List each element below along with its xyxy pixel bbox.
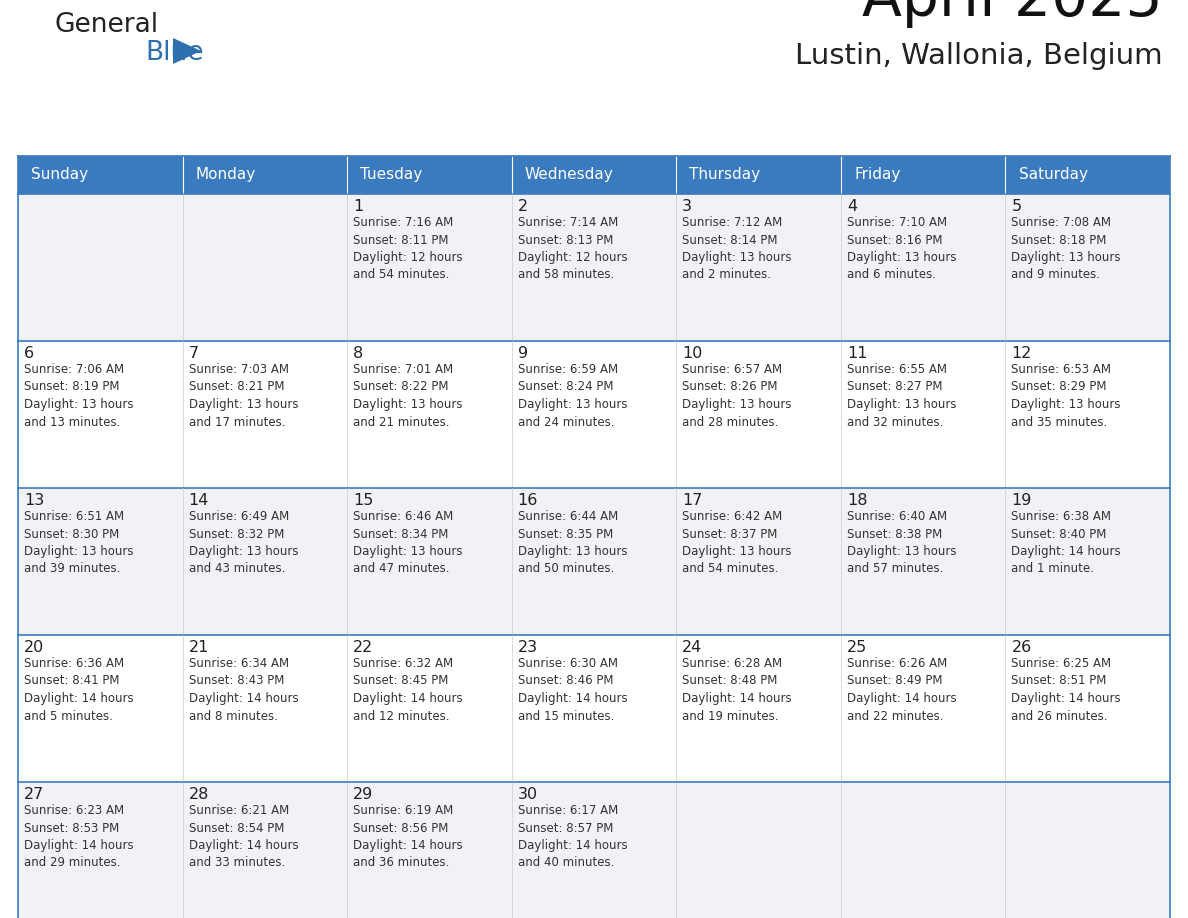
Text: 3: 3	[682, 199, 693, 214]
Text: General: General	[55, 12, 159, 38]
Text: 11: 11	[847, 346, 867, 361]
Text: 15: 15	[353, 493, 373, 508]
Text: 29: 29	[353, 787, 373, 802]
Bar	[841, 156, 1005, 194]
Text: Saturday: Saturday	[1018, 167, 1087, 183]
Text: Thursday: Thursday	[689, 167, 760, 183]
Text: 6: 6	[24, 346, 34, 361]
Text: 28: 28	[189, 787, 209, 802]
Text: Sunrise: 6:32 AM
Sunset: 8:45 PM
Daylight: 14 hours
and 12 minutes.: Sunrise: 6:32 AM Sunset: 8:45 PM Dayligh…	[353, 657, 463, 722]
Text: April 2025: April 2025	[862, 0, 1163, 28]
Text: Sunrise: 6:55 AM
Sunset: 8:27 PM
Daylight: 13 hours
and 32 minutes.: Sunrise: 6:55 AM Sunset: 8:27 PM Dayligh…	[847, 363, 956, 429]
Text: 21: 21	[189, 640, 209, 655]
Text: 27: 27	[24, 787, 44, 802]
Text: 7: 7	[189, 346, 198, 361]
Text: 4: 4	[847, 199, 857, 214]
Text: Sunrise: 6:34 AM
Sunset: 8:43 PM
Daylight: 14 hours
and 8 minutes.: Sunrise: 6:34 AM Sunset: 8:43 PM Dayligh…	[189, 657, 298, 722]
Text: Sunrise: 6:25 AM
Sunset: 8:51 PM
Daylight: 14 hours
and 26 minutes.: Sunrise: 6:25 AM Sunset: 8:51 PM Dayligh…	[1011, 657, 1121, 722]
Text: 22: 22	[353, 640, 373, 655]
Text: Sunrise: 6:57 AM
Sunset: 8:26 PM
Daylight: 13 hours
and 28 minutes.: Sunrise: 6:57 AM Sunset: 8:26 PM Dayligh…	[682, 363, 791, 429]
Text: 12: 12	[1011, 346, 1032, 361]
Bar	[183, 156, 347, 194]
Text: 8: 8	[353, 346, 364, 361]
Text: Sunrise: 6:26 AM
Sunset: 8:49 PM
Daylight: 14 hours
and 22 minutes.: Sunrise: 6:26 AM Sunset: 8:49 PM Dayligh…	[847, 657, 956, 722]
Bar	[18, 488, 1170, 635]
Text: Sunrise: 6:17 AM
Sunset: 8:57 PM
Daylight: 14 hours
and 40 minutes.: Sunrise: 6:17 AM Sunset: 8:57 PM Dayligh…	[518, 804, 627, 869]
Text: Sunrise: 6:59 AM
Sunset: 8:24 PM
Daylight: 13 hours
and 24 minutes.: Sunrise: 6:59 AM Sunset: 8:24 PM Dayligh…	[518, 363, 627, 429]
Text: 19: 19	[1011, 493, 1032, 508]
Text: 5: 5	[1011, 199, 1022, 214]
Bar	[18, 782, 1170, 918]
Text: 13: 13	[24, 493, 44, 508]
Bar	[347, 156, 512, 194]
Bar	[18, 635, 1170, 782]
Text: 30: 30	[518, 787, 538, 802]
Bar	[18, 156, 183, 194]
Text: Tuesday: Tuesday	[360, 167, 423, 183]
Text: Lustin, Wallonia, Belgium: Lustin, Wallonia, Belgium	[796, 42, 1163, 70]
Text: 9: 9	[518, 346, 527, 361]
Text: Sunrise: 7:01 AM
Sunset: 8:22 PM
Daylight: 13 hours
and 21 minutes.: Sunrise: 7:01 AM Sunset: 8:22 PM Dayligh…	[353, 363, 462, 429]
Text: Sunday: Sunday	[31, 167, 88, 183]
Text: Sunrise: 6:44 AM
Sunset: 8:35 PM
Daylight: 13 hours
and 50 minutes.: Sunrise: 6:44 AM Sunset: 8:35 PM Dayligh…	[518, 510, 627, 576]
Text: Sunrise: 6:38 AM
Sunset: 8:40 PM
Daylight: 14 hours
and 1 minute.: Sunrise: 6:38 AM Sunset: 8:40 PM Dayligh…	[1011, 510, 1121, 576]
Text: Blue: Blue	[145, 40, 203, 66]
Text: Sunrise: 6:30 AM
Sunset: 8:46 PM
Daylight: 14 hours
and 15 minutes.: Sunrise: 6:30 AM Sunset: 8:46 PM Dayligh…	[518, 657, 627, 722]
Text: 24: 24	[682, 640, 702, 655]
Text: 16: 16	[518, 493, 538, 508]
Bar	[18, 341, 1170, 488]
Text: 20: 20	[24, 640, 44, 655]
Text: 14: 14	[189, 493, 209, 508]
Text: Sunrise: 7:08 AM
Sunset: 8:18 PM
Daylight: 13 hours
and 9 minutes.: Sunrise: 7:08 AM Sunset: 8:18 PM Dayligh…	[1011, 216, 1121, 282]
Text: Sunrise: 6:42 AM
Sunset: 8:37 PM
Daylight: 13 hours
and 54 minutes.: Sunrise: 6:42 AM Sunset: 8:37 PM Dayligh…	[682, 510, 791, 576]
Text: 17: 17	[682, 493, 702, 508]
Bar	[676, 156, 841, 194]
Bar	[18, 194, 1170, 341]
Polygon shape	[173, 38, 201, 64]
Text: Sunrise: 6:46 AM
Sunset: 8:34 PM
Daylight: 13 hours
and 47 minutes.: Sunrise: 6:46 AM Sunset: 8:34 PM Dayligh…	[353, 510, 462, 576]
Text: Sunrise: 6:36 AM
Sunset: 8:41 PM
Daylight: 14 hours
and 5 minutes.: Sunrise: 6:36 AM Sunset: 8:41 PM Dayligh…	[24, 657, 133, 722]
Text: Sunrise: 6:21 AM
Sunset: 8:54 PM
Daylight: 14 hours
and 33 minutes.: Sunrise: 6:21 AM Sunset: 8:54 PM Dayligh…	[189, 804, 298, 869]
Text: Monday: Monday	[196, 167, 255, 183]
Text: 10: 10	[682, 346, 702, 361]
Text: Wednesday: Wednesday	[525, 167, 614, 183]
Text: 1: 1	[353, 199, 364, 214]
Text: Sunrise: 6:53 AM
Sunset: 8:29 PM
Daylight: 13 hours
and 35 minutes.: Sunrise: 6:53 AM Sunset: 8:29 PM Dayligh…	[1011, 363, 1121, 429]
Text: 23: 23	[518, 640, 538, 655]
Text: Sunrise: 6:28 AM
Sunset: 8:48 PM
Daylight: 14 hours
and 19 minutes.: Sunrise: 6:28 AM Sunset: 8:48 PM Dayligh…	[682, 657, 792, 722]
Text: Friday: Friday	[854, 167, 901, 183]
Text: Sunrise: 7:06 AM
Sunset: 8:19 PM
Daylight: 13 hours
and 13 minutes.: Sunrise: 7:06 AM Sunset: 8:19 PM Dayligh…	[24, 363, 133, 429]
Text: Sunrise: 7:12 AM
Sunset: 8:14 PM
Daylight: 13 hours
and 2 minutes.: Sunrise: 7:12 AM Sunset: 8:14 PM Dayligh…	[682, 216, 791, 282]
Text: Sunrise: 6:49 AM
Sunset: 8:32 PM
Daylight: 13 hours
and 43 minutes.: Sunrise: 6:49 AM Sunset: 8:32 PM Dayligh…	[189, 510, 298, 576]
Text: Sunrise: 6:19 AM
Sunset: 8:56 PM
Daylight: 14 hours
and 36 minutes.: Sunrise: 6:19 AM Sunset: 8:56 PM Dayligh…	[353, 804, 463, 869]
Text: Sunrise: 7:10 AM
Sunset: 8:16 PM
Daylight: 13 hours
and 6 minutes.: Sunrise: 7:10 AM Sunset: 8:16 PM Dayligh…	[847, 216, 956, 282]
Text: 26: 26	[1011, 640, 1031, 655]
Text: Sunrise: 6:23 AM
Sunset: 8:53 PM
Daylight: 14 hours
and 29 minutes.: Sunrise: 6:23 AM Sunset: 8:53 PM Dayligh…	[24, 804, 133, 869]
Bar	[1005, 156, 1170, 194]
Text: Sunrise: 6:40 AM
Sunset: 8:38 PM
Daylight: 13 hours
and 57 minutes.: Sunrise: 6:40 AM Sunset: 8:38 PM Dayligh…	[847, 510, 956, 576]
Text: Sunrise: 7:16 AM
Sunset: 8:11 PM
Daylight: 12 hours
and 54 minutes.: Sunrise: 7:16 AM Sunset: 8:11 PM Dayligh…	[353, 216, 463, 282]
Text: Sunrise: 6:51 AM
Sunset: 8:30 PM
Daylight: 13 hours
and 39 minutes.: Sunrise: 6:51 AM Sunset: 8:30 PM Dayligh…	[24, 510, 133, 576]
Text: 18: 18	[847, 493, 867, 508]
Text: Sunrise: 7:14 AM
Sunset: 8:13 PM
Daylight: 12 hours
and 58 minutes.: Sunrise: 7:14 AM Sunset: 8:13 PM Dayligh…	[518, 216, 627, 282]
Text: 25: 25	[847, 640, 867, 655]
Text: Sunrise: 7:03 AM
Sunset: 8:21 PM
Daylight: 13 hours
and 17 minutes.: Sunrise: 7:03 AM Sunset: 8:21 PM Dayligh…	[189, 363, 298, 429]
Text: 2: 2	[518, 199, 527, 214]
Bar	[512, 156, 676, 194]
